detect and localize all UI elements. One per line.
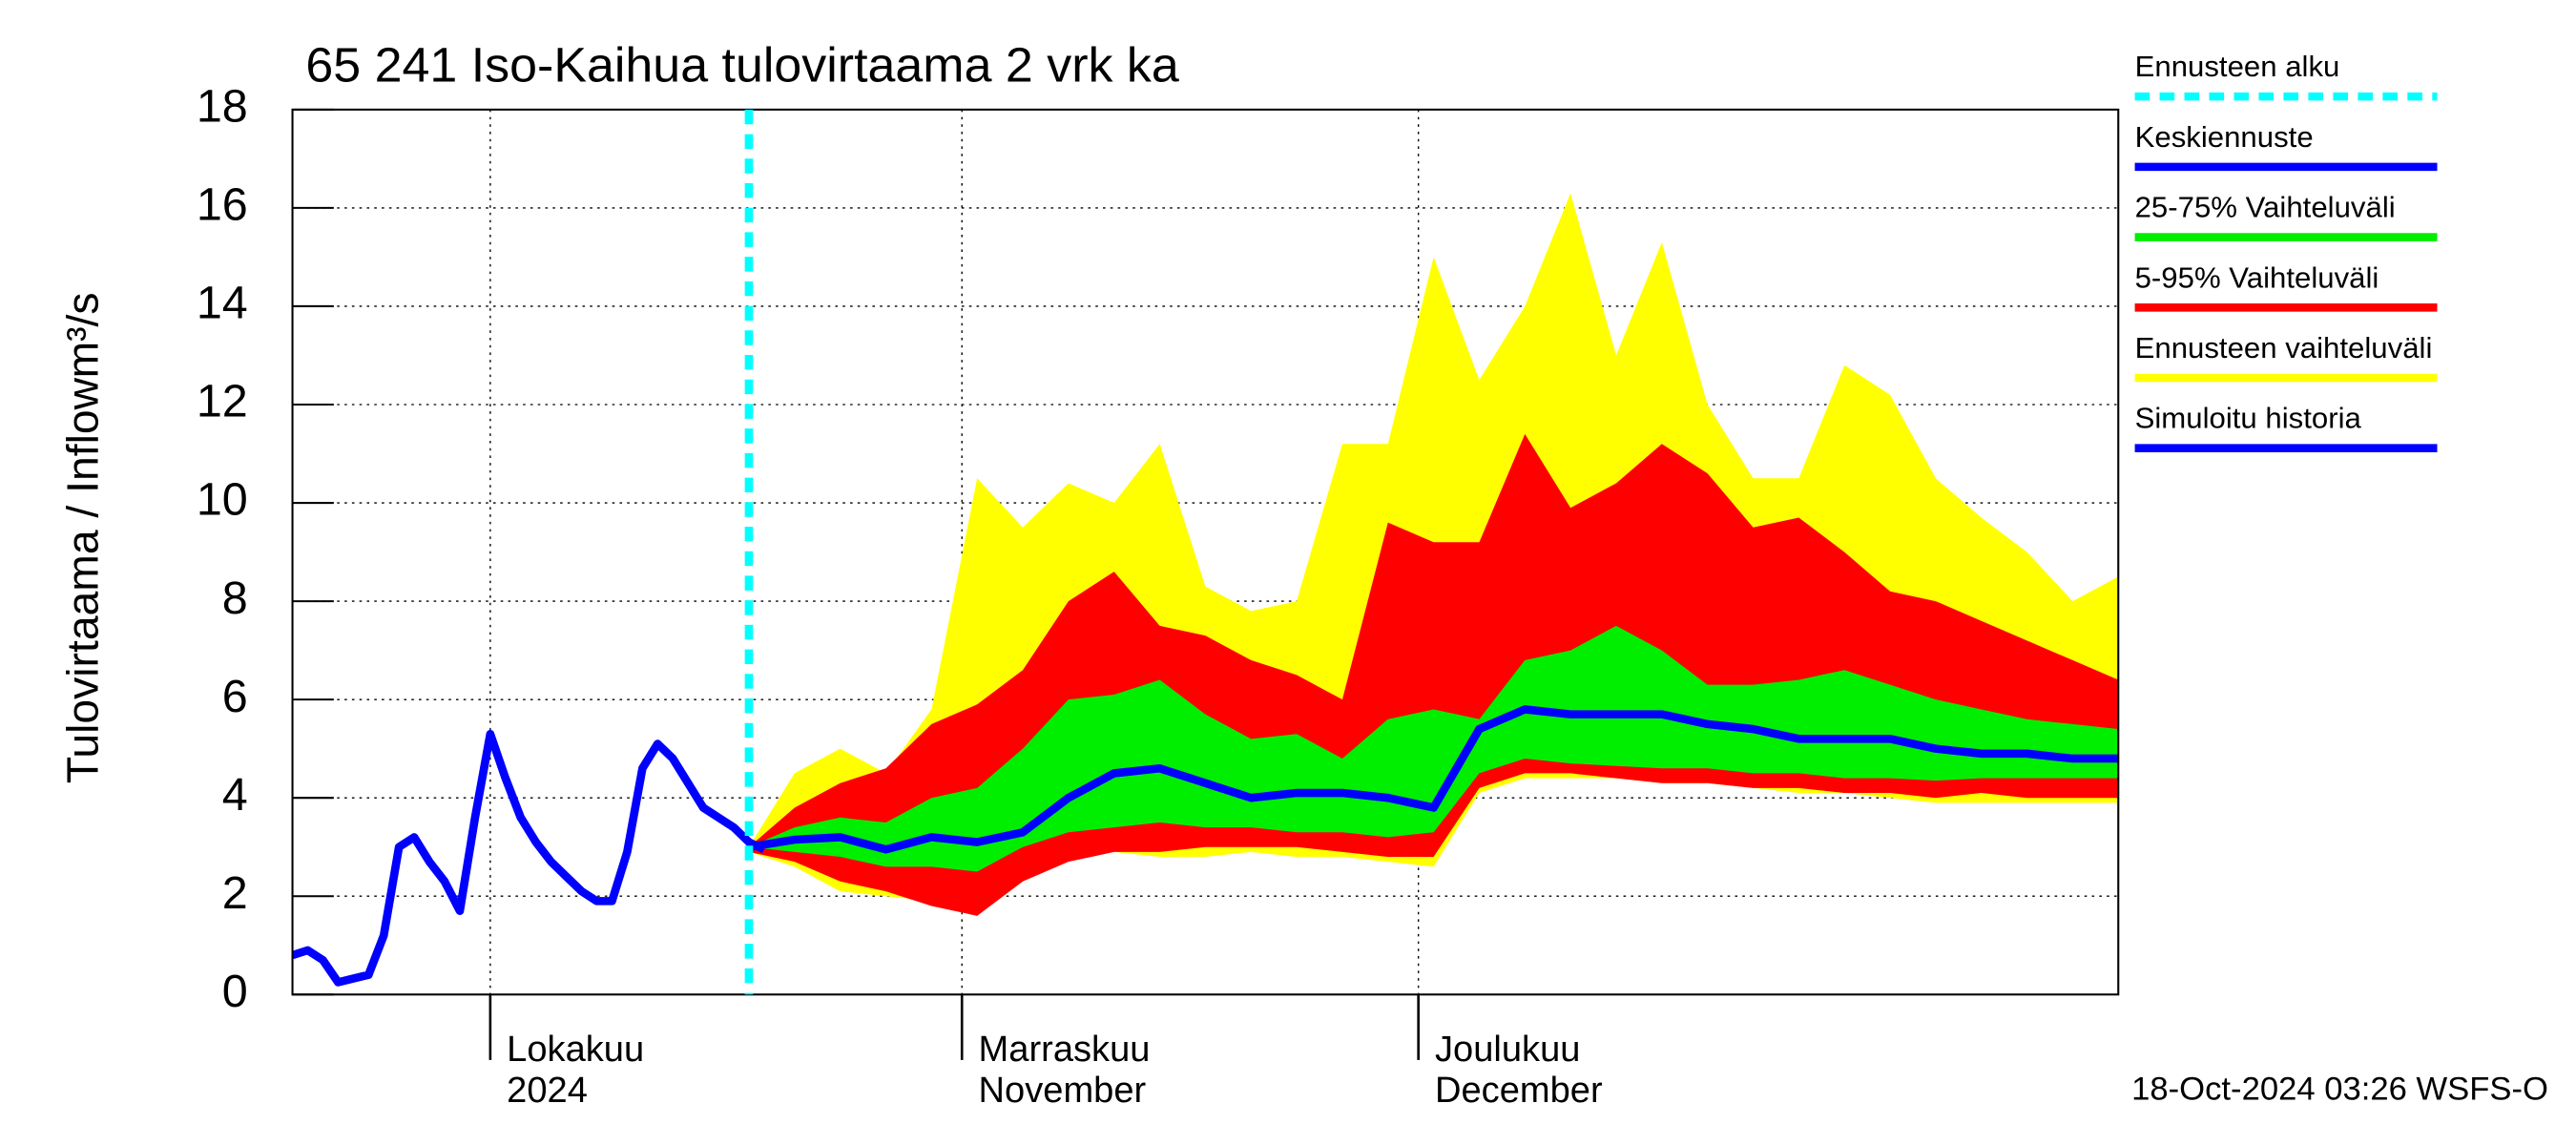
x-tick-label: Marraskuu — [979, 1030, 1151, 1070]
y-tick-label: 10 — [197, 474, 248, 526]
legend-label: Ennusteen vaihteluväli — [2135, 331, 2433, 364]
legend-label: Keskiennuste — [2135, 120, 2314, 154]
legend-label: Ennusteen alku — [2135, 50, 2340, 83]
y-tick-label: 0 — [222, 966, 248, 1017]
x-tick-label: Lokakuu — [507, 1030, 644, 1070]
legend-label: 25-75% Vaihteluväli — [2135, 191, 2396, 224]
y-tick-label: 6 — [222, 671, 248, 722]
y-tick-label: 2 — [222, 867, 248, 919]
line — [748, 705, 2119, 854]
footer: 18-Oct-2024 03:26 WSFS-O — [2131, 1072, 2548, 1108]
x-tick-label: November — [979, 1071, 1147, 1111]
y-axis-label: Tulovirtaama / Inflow — [57, 378, 107, 784]
legend-label: 5-95% Vaihteluväli — [2135, 260, 2379, 294]
plot-area — [292, 109, 2119, 995]
chart-title: 65 241 Iso-Kaihua tulovirtaama 2 vrk ka — [305, 37, 1179, 93]
x-tick-label: December — [1435, 1071, 1603, 1111]
plot-frame — [291, 108, 2120, 996]
y-axis-unit: m³/s — [57, 292, 107, 378]
y-tick-label: 8 — [222, 572, 248, 624]
line — [292, 729, 766, 987]
y-tick-label: 12 — [197, 376, 248, 427]
x-tick-label: Joulukuu — [1435, 1030, 1580, 1070]
legend-label: Simuloitu historia — [2135, 402, 2362, 435]
y-tick-label: 18 — [197, 81, 248, 133]
x-tick-label: 2024 — [507, 1071, 588, 1111]
y-tick-label: 16 — [197, 179, 248, 231]
band — [748, 625, 2119, 872]
y-tick-label: 14 — [197, 278, 248, 329]
y-tick-label: 4 — [222, 769, 248, 821]
